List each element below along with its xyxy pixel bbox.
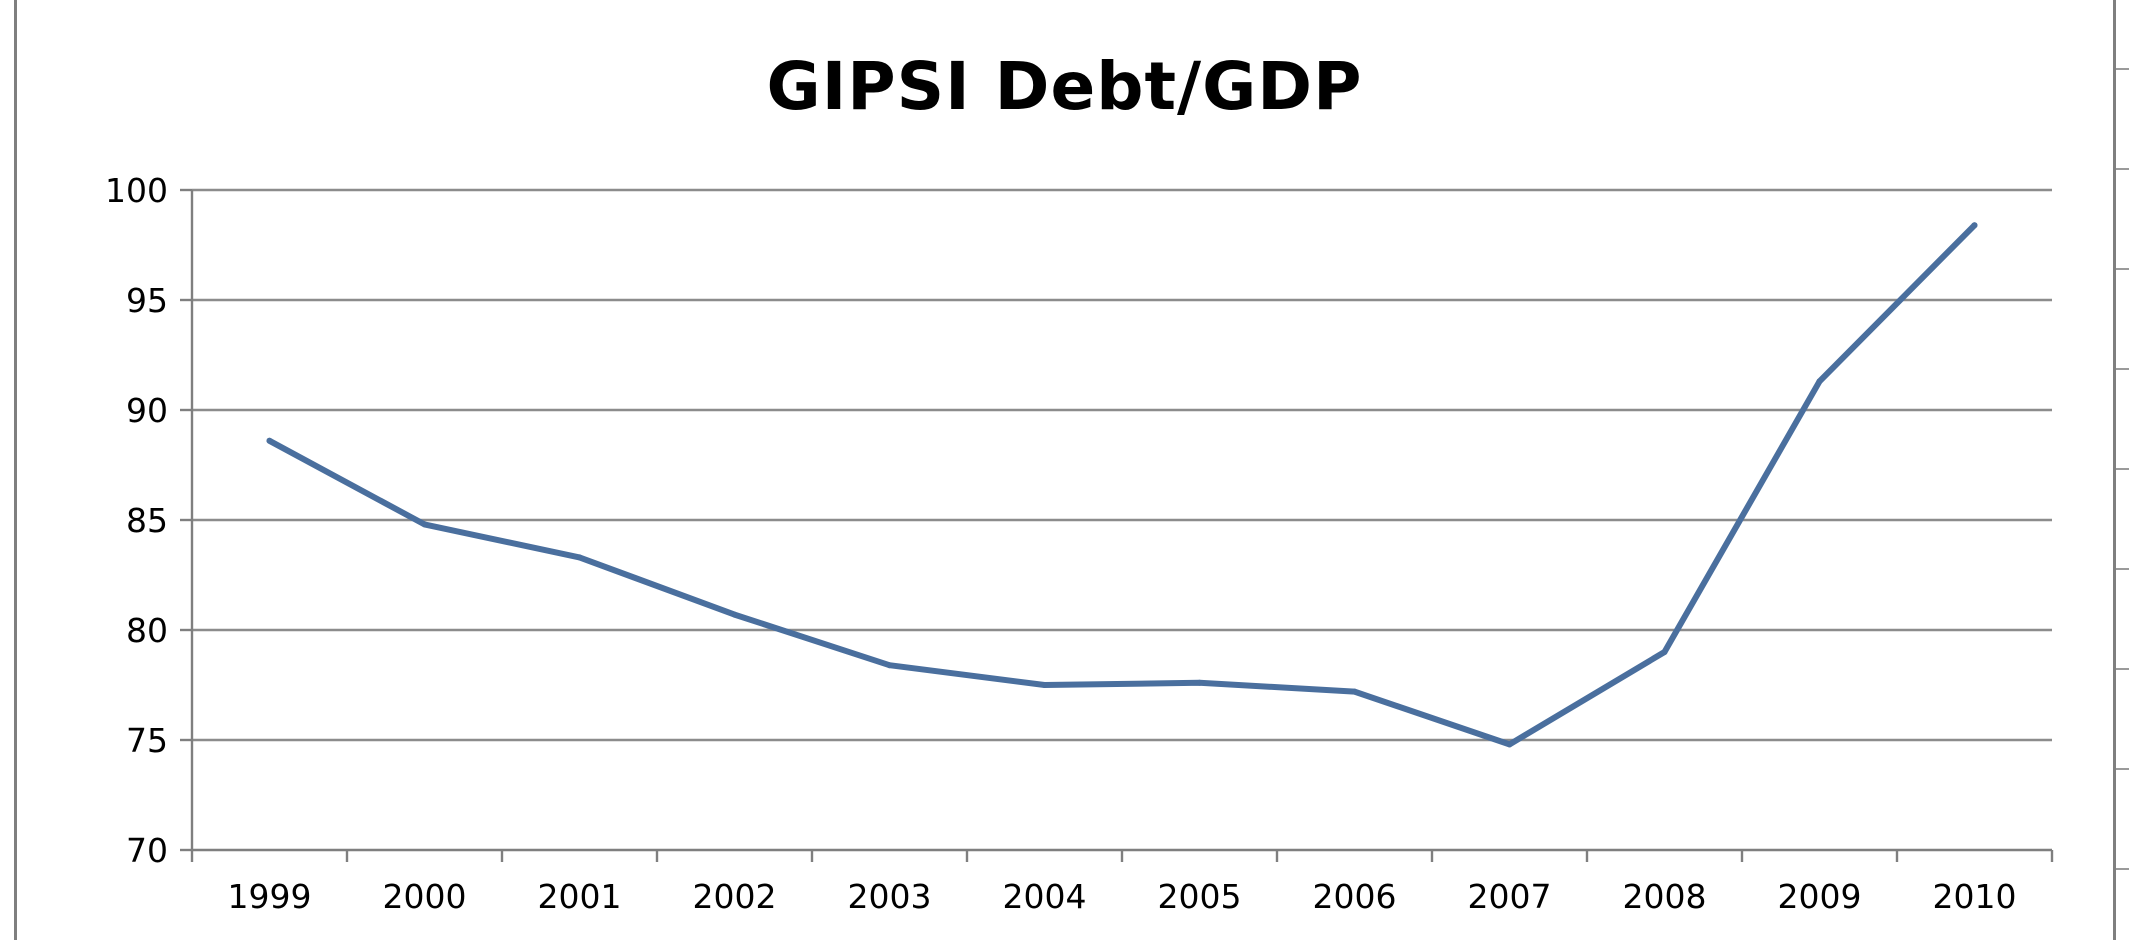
series-line-0 xyxy=(266,222,1978,748)
y-axis-tick-labels: 70 75 80 85 90 95 100 xyxy=(105,171,168,870)
data-point-2006 xyxy=(1351,688,1358,695)
chart-title: GIPSI Debt/GDP xyxy=(766,48,1363,125)
y-tick-label: 80 xyxy=(126,611,168,650)
x-tick-label-2006: 2006 xyxy=(1313,877,1397,916)
x-axis-tick-labels: 1999 2000 2001 2002 2003 2004 2005 2006 2007 2008… xyxy=(228,877,2017,916)
axes xyxy=(180,188,2054,862)
data-point-2010 xyxy=(1971,222,1978,229)
y-tick-label: 95 xyxy=(126,281,168,320)
frame-edge-tick xyxy=(2116,868,2129,870)
frame-edge-tick xyxy=(2116,668,2129,670)
frame-edge-tick xyxy=(2116,268,2129,270)
y-tick-label: 90 xyxy=(126,391,168,430)
x-tick-label-2004: 2004 xyxy=(1003,877,1087,916)
x-tick-label-2009: 2009 xyxy=(1778,877,1862,916)
data-point-2003 xyxy=(886,662,893,669)
frame-edge-tick xyxy=(2116,468,2129,470)
frame-edge-tick xyxy=(2116,768,2129,770)
x-tick-label-2008: 2008 xyxy=(1623,877,1707,916)
data-point-1999 xyxy=(266,437,273,444)
frame-edge-tick xyxy=(2116,368,2129,370)
x-tick-label-2001: 2001 xyxy=(538,877,622,916)
frame-edge-tick xyxy=(2116,168,2129,170)
x-tick-label-2005: 2005 xyxy=(1158,877,1242,916)
data-point-2001 xyxy=(576,554,583,561)
x-tick-label-2000: 2000 xyxy=(383,877,467,916)
y-tick-label: 70 xyxy=(126,831,168,870)
x-tick-label-1999: 1999 xyxy=(228,877,312,916)
data-point-2005 xyxy=(1196,679,1203,686)
y-tick-label: 100 xyxy=(105,171,168,210)
x-tick-label-2002: 2002 xyxy=(693,877,777,916)
series-layer xyxy=(266,222,1978,748)
chart-frame-right-border xyxy=(2113,0,2116,940)
y-tick-label: 75 xyxy=(126,721,168,760)
data-point-2000 xyxy=(421,521,428,528)
y-tick-label: 85 xyxy=(126,501,168,540)
chart-frame-right-tick-strip xyxy=(2116,0,2129,940)
data-point-2007 xyxy=(1506,741,1513,748)
data-point-2004 xyxy=(1041,682,1048,688)
frame-edge-tick xyxy=(2116,568,2129,570)
frame-edge-tick xyxy=(2116,68,2129,70)
data-point-2008 xyxy=(1661,649,1668,655)
chart-frame-left-border xyxy=(14,0,17,940)
x-tick-label-2010: 2010 xyxy=(1933,877,2017,916)
data-point-2002 xyxy=(731,611,738,618)
gridlines xyxy=(192,188,2052,742)
data-point-2009 xyxy=(1816,378,1823,385)
x-tick-label-2007: 2007 xyxy=(1468,877,1552,916)
x-tick-label-2003: 2003 xyxy=(848,877,932,916)
